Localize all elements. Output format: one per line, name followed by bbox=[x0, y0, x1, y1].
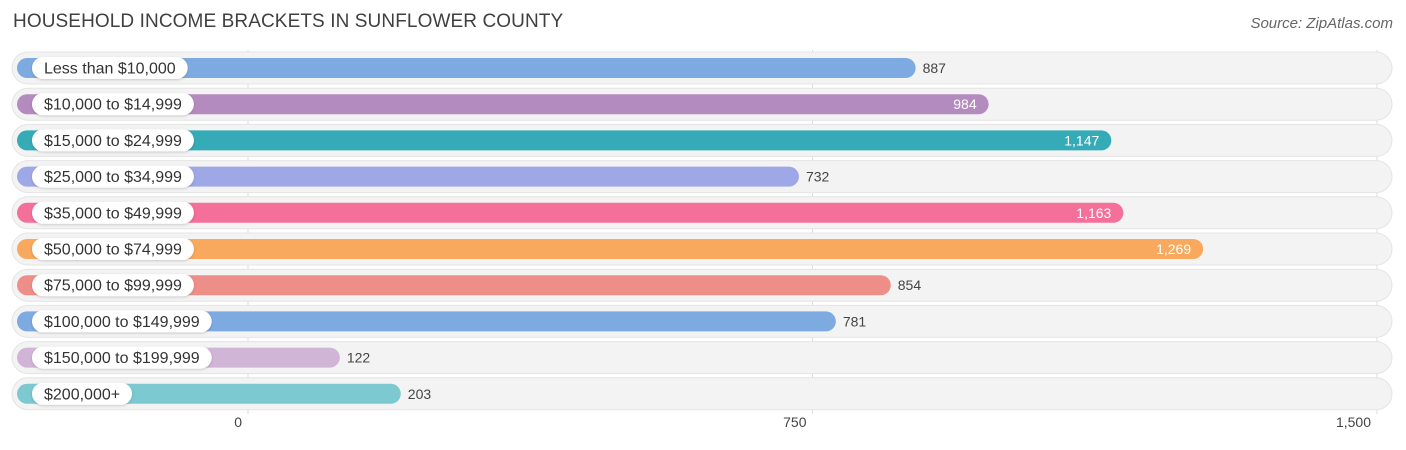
value-label: 1,147 bbox=[1064, 132, 1099, 148]
bar-group: Less than $10,000 887 bbox=[17, 57, 946, 79]
x-axis-ticks: 0 750 1,500 bbox=[234, 414, 1371, 430]
x-tick-label: 750 bbox=[783, 414, 807, 430]
bar bbox=[17, 58, 916, 78]
bar bbox=[17, 166, 799, 187]
category-label: $200,000+ bbox=[44, 386, 120, 403]
bar-group: $200,000+ 203 bbox=[17, 382, 432, 405]
bars: Less than $10,000 887 $10,000 to $14,999 98… bbox=[17, 57, 1204, 405]
category-label-pill bbox=[32, 201, 194, 224]
bar bbox=[17, 202, 1124, 223]
bar-track bbox=[11, 341, 1393, 375]
bar bbox=[17, 130, 1112, 151]
value-label: 781 bbox=[843, 313, 867, 329]
chart-source: Source: ZipAtlas.com bbox=[1250, 15, 1393, 32]
category-label-pill bbox=[32, 165, 194, 188]
category-label-pill bbox=[32, 382, 133, 405]
value-label: 984 bbox=[953, 96, 977, 112]
category-label: Less than $10,000 bbox=[44, 61, 176, 78]
category-label: $100,000 to $149,999 bbox=[44, 314, 200, 331]
category-label: $35,000 to $49,999 bbox=[44, 205, 182, 222]
bar-group: $75,000 to $99,999 854 bbox=[17, 274, 922, 297]
category-label-pill bbox=[32, 310, 212, 333]
value-label: 1,163 bbox=[1076, 205, 1111, 221]
chart-title: HOUSEHOLD INCOME BRACKETS IN SUNFLOWER C… bbox=[13, 11, 564, 32]
bar-group: $15,000 to $24,999 1,147 bbox=[17, 129, 1112, 152]
category-label-pill bbox=[32, 57, 188, 79]
bar-group: $35,000 to $49,999 1,163 bbox=[17, 201, 1124, 224]
value-label: 854 bbox=[898, 277, 922, 293]
bar-group: $100,000 to $149,999 781 bbox=[17, 310, 867, 333]
bar-group: $25,000 to $34,999 732 bbox=[17, 165, 830, 188]
category-label-pill bbox=[32, 238, 194, 260]
category-label-pill bbox=[32, 274, 194, 297]
value-label: 732 bbox=[806, 169, 830, 185]
bar bbox=[17, 311, 836, 332]
value-label: 203 bbox=[408, 386, 432, 402]
category-label-pill bbox=[32, 129, 194, 152]
bar bbox=[17, 275, 891, 296]
category-label: $75,000 to $99,999 bbox=[44, 278, 182, 295]
category-label: $15,000 to $24,999 bbox=[44, 133, 182, 150]
value-label: 1,269 bbox=[1156, 241, 1191, 257]
category-label: $10,000 to $14,999 bbox=[44, 97, 182, 114]
category-label: $150,000 to $199,999 bbox=[44, 350, 200, 367]
category-label: $50,000 to $74,999 bbox=[44, 242, 182, 259]
bar-group: $150,000 to $199,999 122 bbox=[17, 346, 371, 369]
value-label: 122 bbox=[347, 350, 371, 366]
category-label: $25,000 to $34,999 bbox=[44, 169, 182, 186]
bar-group: $50,000 to $74,999 1,269 bbox=[17, 238, 1204, 260]
bar-group: $10,000 to $14,999 984 bbox=[17, 93, 989, 116]
category-label-pill bbox=[32, 93, 194, 116]
bar bbox=[17, 239, 1204, 259]
x-tick-label: 0 bbox=[234, 414, 242, 430]
bar bbox=[17, 94, 989, 115]
x-tick-label: 1,500 bbox=[1336, 414, 1371, 430]
value-label: 887 bbox=[923, 60, 947, 76]
category-label-pill bbox=[32, 346, 212, 369]
